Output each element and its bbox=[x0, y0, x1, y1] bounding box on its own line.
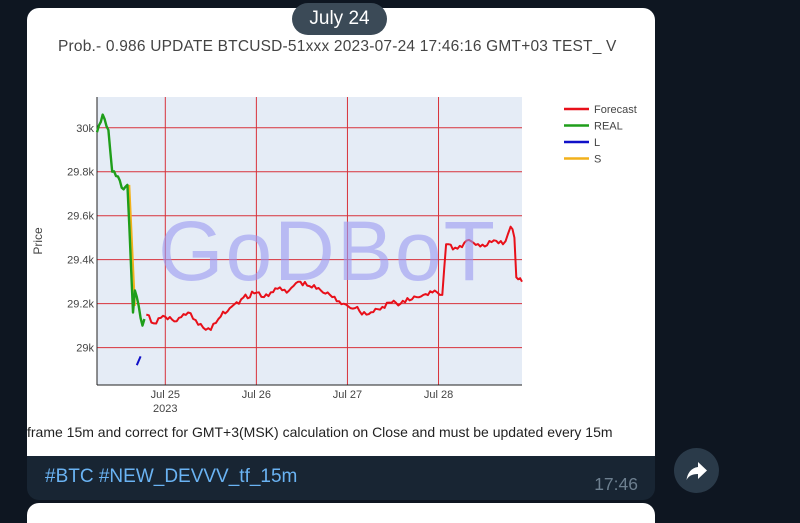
x-tick-label: Jul 27 bbox=[333, 389, 362, 401]
next-message-bubble bbox=[27, 503, 655, 523]
x-tick-label: Jul 26 bbox=[242, 389, 271, 401]
y-tick-label: 29.4k bbox=[67, 255, 94, 267]
series-line-l bbox=[135, 356, 142, 366]
image-caption: frame 15m and correct for GMT+3(MSK) cal… bbox=[27, 424, 613, 440]
y-tick-label: 29k bbox=[76, 343, 94, 355]
y-tick-label: 29.2k bbox=[67, 299, 94, 311]
legend-label: S bbox=[594, 154, 601, 166]
date-separator: July 24 bbox=[292, 3, 387, 35]
share-arrow-icon bbox=[686, 461, 707, 480]
x-tick-year: 2023 bbox=[153, 403, 177, 415]
y-tick-label: 29.6k bbox=[67, 211, 94, 223]
legend-label: REAL bbox=[594, 121, 623, 133]
series-line-real bbox=[95, 113, 146, 327]
series-line-forecast bbox=[146, 225, 523, 331]
legend-label: L bbox=[594, 137, 600, 149]
hashtag-line: #BTC #NEW_DEVVV_tf_15m bbox=[45, 466, 297, 488]
hashtag-new-devvv[interactable]: #NEW_DEVVV_tf_15m bbox=[98, 466, 298, 487]
plot-area bbox=[97, 97, 522, 385]
hashtag-btc[interactable]: #BTC bbox=[45, 466, 94, 487]
legend-label: Forecast bbox=[594, 104, 637, 116]
watermark-text: GoDBoT bbox=[158, 204, 497, 298]
chart-title: Prob.- 0.986 UPDATE BTCUSD-51xxx 2023-07… bbox=[58, 38, 617, 55]
y-tick-label: 30k bbox=[76, 123, 94, 135]
chart-image[interactable]: 29k 29.2k 29.4k 29.6k 29.8k 30k Jul 25 Jul 26 Ju… bbox=[27, 8, 655, 456]
x-tick-label: Jul 28 bbox=[424, 389, 453, 401]
y-tick-label: 29.8k bbox=[67, 167, 94, 179]
price-chart: 29k 29.2k 29.4k 29.6k 29.8k 30k Jul 25 Jul 26 Ju… bbox=[31, 97, 637, 415]
message-time: 17:46 bbox=[594, 474, 638, 494]
y-axis-label: Price bbox=[31, 227, 45, 255]
forward-button[interactable] bbox=[674, 448, 719, 493]
series-line-s bbox=[128, 184, 136, 306]
x-tick-label: Jul 25 bbox=[151, 389, 180, 401]
message-bubble: 29k 29.2k 29.4k 29.6k 29.8k 30k Jul 25 Jul 26 Ju… bbox=[27, 8, 655, 500]
